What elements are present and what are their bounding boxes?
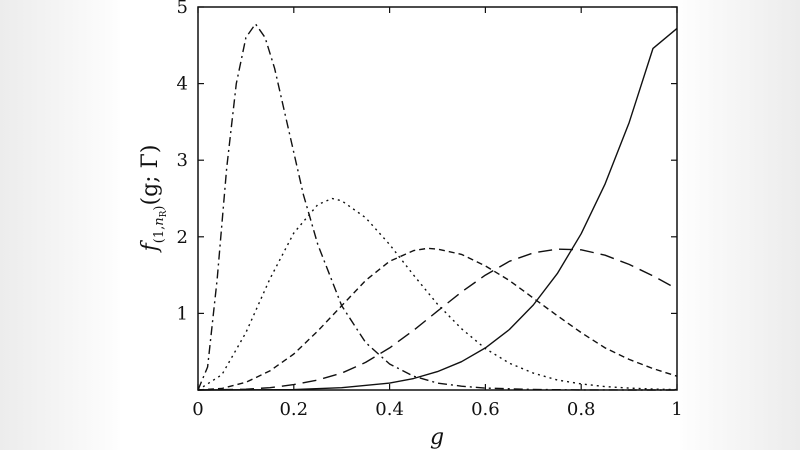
y-axis-ticks: 1 2 3 4 5 [177,0,677,324]
x-tick-label: 0.2 [279,399,308,420]
y-label-sub-close: ) [152,206,167,211]
series-solid-line [197,27,678,391]
plot-frame [197,6,678,391]
y-tick-label: 2 [177,227,188,248]
series-short-dash-line [197,247,678,391]
series-dotted-line [197,197,678,391]
x-tick-label: 0.8 [567,399,596,420]
figure-panel [120,0,680,450]
y-axis-label: f(1,nR)(g; Γ) [138,145,169,254]
y-tick-label: 5 [177,0,188,18]
curves-group [197,23,678,391]
y-tick-label: 3 [177,150,188,171]
series-dash-dot-line [197,23,677,391]
x-tick-label: 0.4 [375,399,404,420]
y-tick-label: 4 [177,74,188,95]
x-tick-label: 0 [192,399,203,420]
y-label-sub-open: (1, [152,226,167,243]
x-axis-ticks: 0 0.2 0.4 0.6 0.8 1 [192,7,683,420]
svg-text:f(1,nR)(g; Γ): f(1,nR)(g; Γ) [138,145,169,254]
series-long-dash-line [197,248,678,391]
x-tick-label: 1 [671,399,682,420]
y-label-sub-n: n [152,217,167,225]
y-label-sub-R: R [159,210,169,217]
x-axis-label: g [430,425,444,450]
x-tick-label: 0.6 [471,399,500,420]
y-tick-label: 1 [177,303,188,324]
y-label-args: (g; Γ) [138,145,163,206]
